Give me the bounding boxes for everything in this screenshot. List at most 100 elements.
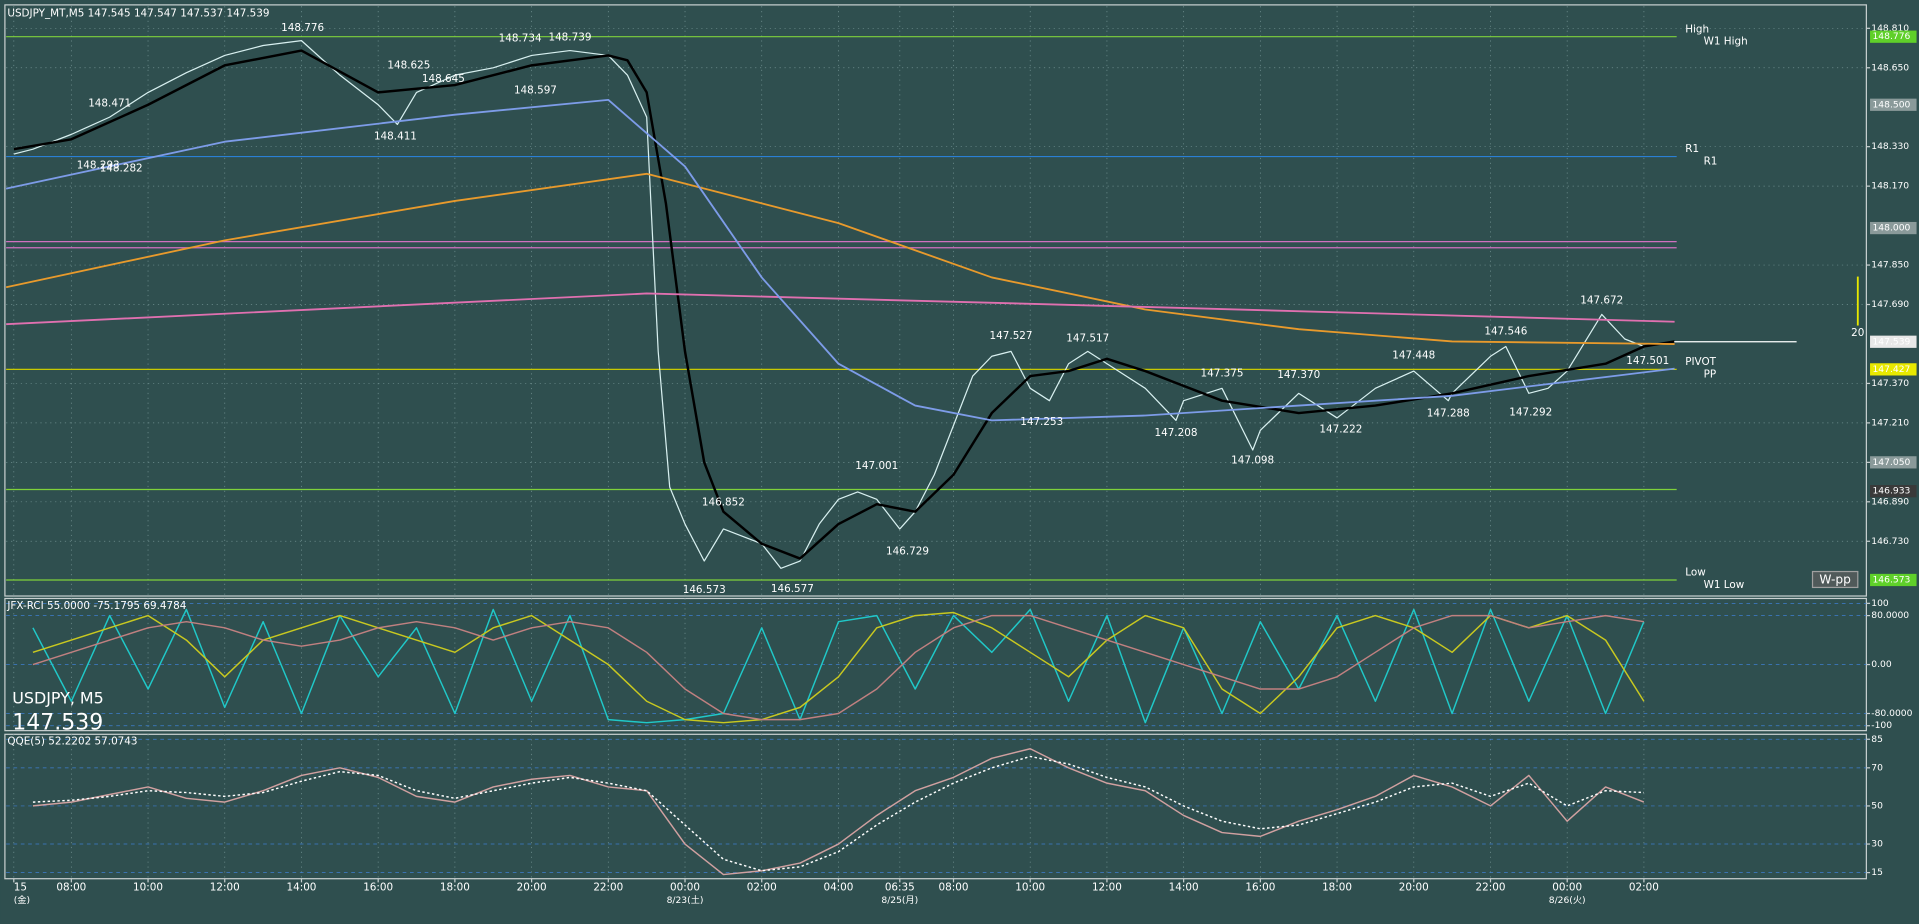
swing-label: 146.729: [886, 545, 929, 557]
price-box-label: 147.539: [1872, 336, 1910, 347]
x-date-label: 8/25(月): [881, 895, 918, 906]
x-tick-label: 10:00: [1015, 881, 1045, 893]
price-box: [1870, 485, 1917, 498]
price-box-label: 146.573: [1872, 574, 1910, 585]
swing-label: 148.625: [387, 59, 430, 71]
swing-label: 147.253: [1020, 416, 1063, 428]
x-tick-label: 00:00: [1552, 881, 1582, 893]
swing-label: 146.573: [683, 584, 726, 596]
series-line: [5, 172, 1675, 345]
y-tick-label: 146.730: [1871, 536, 1909, 547]
x-tick-label: 06:35: [885, 881, 915, 893]
series-line: [5, 98, 1675, 422]
price-box: [1870, 30, 1917, 43]
x-tick-label: 18:00: [1322, 881, 1352, 893]
x-tick-label: 12:00: [210, 881, 240, 893]
swing-label: 147.288: [1427, 407, 1470, 419]
x-tick-label: 14:00: [1169, 881, 1199, 893]
watermark-price: 147.539: [12, 710, 103, 735]
x-tick-label: 02:00: [747, 881, 777, 893]
swing-label: 147.222: [1319, 424, 1362, 436]
y-tick-label: 147.850: [1871, 260, 1909, 271]
price-box-label: 148.500: [1872, 99, 1910, 110]
swing-label: 148.734: [499, 32, 542, 44]
price-box-label: 146.933: [1872, 486, 1910, 497]
swing-label: 148.645: [422, 73, 465, 85]
x-tick-label: 16:00: [1245, 881, 1275, 893]
y-tick-label: 147.370: [1871, 378, 1909, 389]
price-box-label: 148.000: [1872, 223, 1910, 234]
x-date-label: 8/26(火): [1549, 895, 1586, 906]
swing-label: 148.411: [374, 131, 417, 143]
series-line: [32, 755, 1644, 872]
price-box: [1870, 456, 1917, 469]
panel-title: JFX-RCI 55.0000 -75.1795 69.4784: [6, 600, 186, 612]
x-tick-label: 08:00: [939, 881, 969, 893]
wpp-button[interactable]: W-pp: [1819, 573, 1851, 587]
x-date-label: (金): [14, 894, 30, 906]
y-tick-label: 100: [1871, 598, 1889, 609]
swing-label: 148.776: [281, 22, 324, 34]
level-label: High: [1685, 23, 1709, 35]
level-label: PP: [1704, 368, 1717, 380]
x-tick-label: 22:00: [593, 881, 623, 893]
x-tick-label: 10:00: [133, 881, 163, 893]
y-tick-label: 50: [1871, 800, 1883, 811]
wpp-button-box[interactable]: [1811, 570, 1859, 589]
swing-label: 148.597: [514, 85, 557, 97]
x-tick-label: 08:00: [56, 881, 86, 893]
price-box-label: 148.776: [1872, 31, 1910, 42]
x-tick-label: 00:00: [670, 881, 700, 893]
swing-label: 147.517: [1066, 333, 1109, 345]
y-tick-label: 148.810: [1871, 23, 1909, 34]
y-tick-label: 146.890: [1871, 496, 1909, 507]
price-box: [1870, 363, 1917, 376]
level-label: W1 High: [1704, 36, 1748, 48]
y-tick-label: 148.170: [1871, 181, 1909, 192]
swing-label: 147.501: [1626, 355, 1669, 367]
price-box-label: 147.050: [1872, 457, 1910, 468]
swing-label: 147.375: [1201, 368, 1244, 380]
series-line: [13, 49, 1675, 560]
level-label: W1 Low: [1704, 579, 1745, 591]
y-tick-label: 147.690: [1871, 299, 1909, 310]
y-tick-label: 70: [1871, 762, 1883, 773]
swing-label: 147.448: [1392, 350, 1435, 362]
panel-title: QQE(5) 52.2202 57.0743: [7, 736, 137, 748]
x-tick-label: 20:00: [517, 881, 547, 893]
swing-label: 148.293: [77, 160, 120, 172]
swing-label: 146.577: [771, 583, 814, 595]
price-box: [1870, 573, 1917, 587]
series-line: [6, 292, 1675, 326]
watermark-symbol: USDJPY, M5: [12, 688, 104, 707]
x-tick-label: 18:00: [440, 881, 470, 893]
swing-label: 148.282: [100, 162, 143, 174]
price-box-label: 147.427: [1872, 364, 1910, 375]
series-line: [32, 608, 1645, 724]
swing-label: 147.370: [1277, 369, 1320, 381]
main-panel: [4, 4, 1867, 597]
x-tick-label: 15: [14, 881, 27, 893]
x-date-label: 8/23(土): [667, 894, 704, 906]
y-tick-label: 85: [1871, 734, 1883, 745]
x-tick-label: 14:00: [286, 881, 316, 893]
series-line: [32, 748, 1645, 876]
x-tick-label: 20:00: [1399, 881, 1429, 893]
x-tick-label: 16:00: [363, 881, 393, 893]
x-tick-label: 22:00: [1476, 881, 1506, 893]
swing-label: 146.852: [702, 497, 745, 509]
y-tick-label: 30: [1871, 839, 1883, 850]
swing-label: 147.672: [1580, 294, 1623, 306]
y-tick-label: 15: [1871, 867, 1883, 878]
y-tick-label: -80.0000: [1871, 708, 1912, 719]
y-tick-label: 80.0000: [1871, 610, 1909, 621]
price-box: [1870, 98, 1917, 111]
x-tick-label: 12:00: [1092, 881, 1122, 893]
bar-count: 20: [1851, 327, 1864, 339]
series-line: [32, 614, 1644, 721]
y-tick-label: -100: [1871, 720, 1892, 731]
swing-label: 147.546: [1484, 325, 1527, 337]
